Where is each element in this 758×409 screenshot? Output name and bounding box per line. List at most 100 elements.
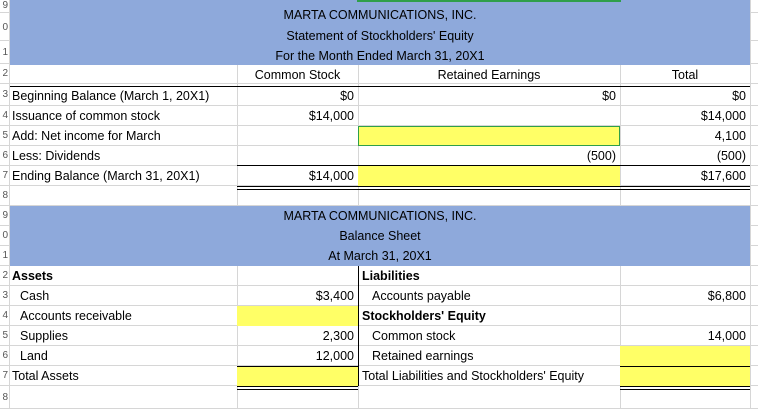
assets-double-underline-bottom [237, 389, 358, 390]
column-gridline [237, 0, 238, 409]
equity-value[interactable]: 14,000 [707, 329, 746, 343]
sheet-row [0, 326, 758, 346]
liabilities-header: Liabilities [362, 269, 420, 283]
total-liabilities-label: Total Liabilities and Stockholders' Equi… [362, 369, 584, 383]
cell-retained-earnings [358, 126, 616, 146]
double-underline-bottom [237, 189, 750, 190]
balance-company-name: MARTA COMMUNICATIONS, INC. [283, 209, 477, 223]
row-number: 7 [2, 370, 8, 381]
asset-value[interactable]: 2,300 [322, 329, 354, 343]
row-number: 5 [2, 330, 8, 341]
equity-label: Retained earnings [372, 349, 474, 363]
liab-double-underline-top [620, 386, 750, 387]
balance-header-band [10, 206, 750, 266]
row-number: 4 [2, 310, 8, 321]
ending-retained-input-cell[interactable] [358, 166, 620, 186]
asset-label: Land [20, 349, 48, 363]
row-number: 0 [2, 22, 8, 33]
column-header-retained-earnings: Retained Earnings [437, 68, 541, 82]
row-number: 8 [2, 392, 8, 403]
total-assets-input-cell[interactable] [237, 367, 358, 386]
asset-value[interactable]: 12,000 [315, 349, 354, 363]
total-assets-label: Total Assets [12, 369, 79, 383]
sheet-row [0, 306, 758, 326]
balance-title: Balance Sheet [339, 229, 421, 243]
sheet-row [0, 106, 758, 126]
statement-row-label: Ending Balance (March 31, 20X1) [12, 169, 200, 183]
assets-header: Assets [12, 269, 53, 283]
selection-edge [357, 0, 621, 2]
cell-retained-earnings[interactable]: $0 [602, 89, 616, 103]
double-underline-top [237, 186, 750, 187]
statement-title: Statement of Stockholders' Equity [286, 29, 474, 43]
subtotal-border [237, 165, 750, 166]
net-income-input-cell[interactable] [358, 126, 620, 146]
statement-company-name: MARTA COMMUNICATIONS, INC. [283, 8, 477, 22]
equity-value [620, 346, 746, 366]
row-number: 9 [2, 210, 8, 221]
total-liabilities-value [620, 366, 746, 386]
row-number: 2 [2, 68, 8, 79]
liab-double-underline-bottom [620, 389, 750, 390]
column-gridline [620, 0, 621, 409]
row-number: 6 [2, 350, 8, 361]
liability-label: Accounts payable [372, 289, 471, 303]
sheet-row [0, 366, 758, 386]
cell-total[interactable]: 4,100 [714, 129, 746, 143]
sheet-row [0, 266, 758, 286]
sheet-row [0, 286, 758, 306]
asset-label: Accounts receivable [20, 309, 132, 323]
row-number: 2 [2, 270, 8, 281]
retained-earnings-input-cell[interactable] [620, 346, 750, 366]
cell-total[interactable]: $17,600 [700, 169, 746, 183]
row-number: 1 [2, 250, 8, 261]
statement-row-label: Less: Dividends [12, 149, 101, 163]
cell-total[interactable]: $0 [732, 89, 746, 103]
row-number: 7 [2, 170, 8, 181]
cell-total[interactable]: $14,000 [700, 109, 746, 123]
accounts-receivable-input-cell[interactable] [237, 306, 358, 326]
asset-value[interactable]: $3,400 [315, 289, 354, 303]
header-border [10, 86, 750, 87]
column-gridline [750, 0, 751, 409]
equity-header: Stockholders' Equity [362, 309, 486, 323]
row-number: 5 [2, 130, 8, 141]
statement-period: For the Month Ended March 31, 20X1 [275, 49, 485, 63]
row-number: 8 [2, 190, 8, 201]
assets-liabilities-divider [358, 266, 359, 386]
cell-common-stock[interactable]: $14,000 [308, 169, 354, 183]
statement-row-label: Beginning Balance (March 1, 20X1) [12, 89, 210, 103]
assets-double-underline-top [237, 386, 358, 387]
cell-common-stock[interactable]: $14,000 [308, 109, 354, 123]
column-header-common-stock: Common Stock [254, 68, 341, 82]
statement-row-label: Add: Net income for March [12, 129, 161, 143]
liab-total-border [620, 366, 750, 367]
assets-total-border [237, 366, 358, 367]
row-number: 9 [2, 0, 8, 11]
asset-label: Cash [20, 289, 50, 303]
liability-value[interactable]: $6,800 [707, 289, 746, 303]
statement-header-band [10, 0, 750, 65]
total-liabilities-input-cell[interactable] [620, 367, 750, 386]
row-number: 4 [2, 110, 8, 121]
cell-common-stock[interactable]: $0 [340, 89, 354, 103]
sheet-row [0, 84, 758, 106]
cell-retained-earnings[interactable]: (500) [586, 149, 616, 163]
column-header-total: Total [671, 68, 699, 82]
column-gridline [358, 0, 359, 409]
statement-row-label: Issuance of common stock [12, 109, 160, 123]
sheet-row [0, 64, 758, 84]
row-number: 3 [2, 290, 8, 301]
balance-date: At March 31, 20X1 [328, 249, 432, 263]
asset-label: Supplies [20, 329, 68, 343]
column-gridline [9, 0, 10, 409]
cell-total[interactable]: (500) [716, 149, 746, 163]
row-number: 1 [2, 47, 8, 58]
asset-value [237, 306, 354, 326]
row-number: 3 [2, 89, 8, 100]
total-assets-value [237, 366, 354, 386]
row-number: 0 [2, 230, 8, 241]
sheet-row [0, 346, 758, 366]
sheet-row [0, 186, 758, 206]
row-number: 6 [2, 150, 8, 161]
